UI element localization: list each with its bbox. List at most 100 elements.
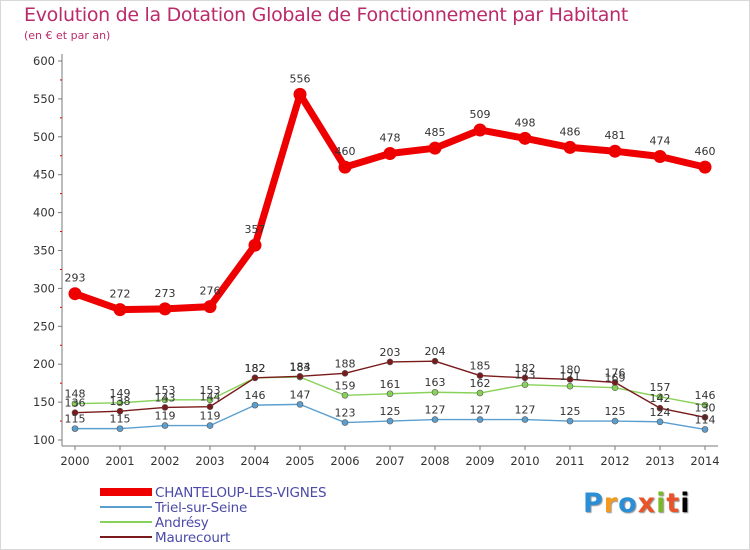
- y-tick-label: 600: [33, 54, 55, 68]
- data-label: 123: [335, 407, 356, 420]
- axes: 100 150 200 250 300 350 400 450 500 550 600 2000 200…: [33, 54, 720, 468]
- data-point: [521, 416, 529, 423]
- data-label: 272: [110, 288, 131, 301]
- data-point: [293, 87, 307, 101]
- data-label: 486: [560, 125, 581, 138]
- data-label: 159: [335, 379, 356, 392]
- data-point: [206, 403, 214, 410]
- data-label: 460: [695, 145, 716, 158]
- legend-label: Triel-sur-Seine: [155, 500, 248, 516]
- data-point: [428, 141, 442, 155]
- data-label: 125: [605, 405, 626, 418]
- data-point: [431, 357, 439, 365]
- data-point: [518, 131, 532, 145]
- x-tick-label: 2011: [555, 454, 584, 468]
- data-label: 143: [155, 391, 176, 404]
- legend-label: CHANTELOUP-LES-VIGNES: [155, 485, 327, 501]
- data-point: [296, 373, 304, 380]
- data-label: 169: [605, 372, 626, 385]
- data-point: [431, 388, 439, 396]
- data-point: [386, 390, 394, 398]
- data-label: 162: [470, 377, 491, 390]
- data-label: 153: [155, 384, 176, 397]
- y-tick-label: 400: [33, 206, 55, 220]
- data-point: [248, 238, 262, 252]
- legend-swatch: [100, 506, 152, 508]
- data-label: 161: [380, 378, 401, 391]
- data-label: 183: [290, 361, 311, 374]
- y-tick-label: 350: [33, 244, 55, 258]
- x-tick-label: 2014: [690, 454, 719, 468]
- data-label: 157: [650, 381, 671, 394]
- y-tick-label: 100: [33, 433, 55, 447]
- data-label: 293: [65, 272, 86, 285]
- data-label: 357: [245, 223, 266, 236]
- data-point: [431, 416, 439, 423]
- x-tick-label: 2004: [240, 454, 269, 468]
- x-tick-label: 2006: [330, 454, 359, 468]
- x-tick-label: 2005: [285, 454, 314, 468]
- chart-title: Evolution de la Dotation Globale de Fonc…: [24, 4, 629, 26]
- chart-subtitle: (en € et par an): [24, 29, 111, 42]
- data-point: [113, 303, 127, 317]
- data-label: 173: [515, 369, 536, 382]
- data-point: [116, 399, 124, 407]
- data-point: [521, 381, 529, 388]
- x-tick-label: 2010: [510, 454, 539, 468]
- data-label: 171: [560, 370, 581, 383]
- data-label: 188: [335, 357, 356, 370]
- data-label: 478: [380, 131, 401, 144]
- data-label: 119: [200, 410, 221, 423]
- data-point: [476, 389, 484, 397]
- data-label: 509: [470, 108, 491, 121]
- data-point: [698, 160, 712, 174]
- data-label: 119: [155, 410, 176, 423]
- data-point: [611, 417, 619, 425]
- data-label: 115: [65, 413, 86, 426]
- data-label: 127: [470, 404, 491, 417]
- data-label: 203: [380, 346, 401, 359]
- data-point: [338, 160, 352, 174]
- data-point: [251, 374, 259, 382]
- data-point: [341, 391, 349, 399]
- data-labels: 115 115 119 119 146 147 123 125 127 127 127 125 125 1…: [65, 72, 716, 426]
- x-tick-label: 2013: [645, 454, 674, 468]
- y-tick-label: 250: [33, 319, 55, 333]
- data-label: 149: [110, 387, 131, 400]
- data-label: 147: [290, 388, 311, 401]
- y-tick-label: 300: [33, 281, 55, 295]
- y-tick-label: 150: [33, 395, 55, 409]
- data-label: 474: [650, 135, 671, 148]
- proxiti-logo: Proxiti: [583, 488, 691, 519]
- data-point: [656, 404, 664, 412]
- data-label: 182: [245, 362, 266, 375]
- data-point: [383, 146, 397, 160]
- data-point: [116, 425, 124, 432]
- data-label: 204: [425, 345, 446, 358]
- data-point: [251, 401, 259, 409]
- legend-label: Maurecourt: [155, 530, 231, 546]
- data-label: 153: [200, 384, 221, 397]
- data-point: [476, 416, 484, 423]
- x-tick-label: 2012: [600, 454, 629, 468]
- x-tick-label: 2000: [60, 454, 89, 468]
- series-line: [73, 90, 706, 314]
- data-label: 138: [110, 395, 131, 408]
- data-point: [656, 418, 664, 426]
- data-label: 144: [200, 391, 221, 404]
- x-tick-label: 2008: [420, 454, 449, 468]
- data-label: 125: [380, 405, 401, 418]
- data-point: [161, 396, 169, 404]
- x-tick-label: 2001: [105, 454, 134, 468]
- data-point: [566, 382, 574, 390]
- data-point: [653, 150, 667, 164]
- data-label: 176: [605, 366, 626, 379]
- data-point: [341, 419, 349, 426]
- y-tick-label: 500: [33, 130, 55, 144]
- data-label: 481: [605, 129, 626, 142]
- data-label: 185: [470, 360, 491, 373]
- data-label: 136: [65, 397, 86, 410]
- data-label: 460: [335, 145, 356, 158]
